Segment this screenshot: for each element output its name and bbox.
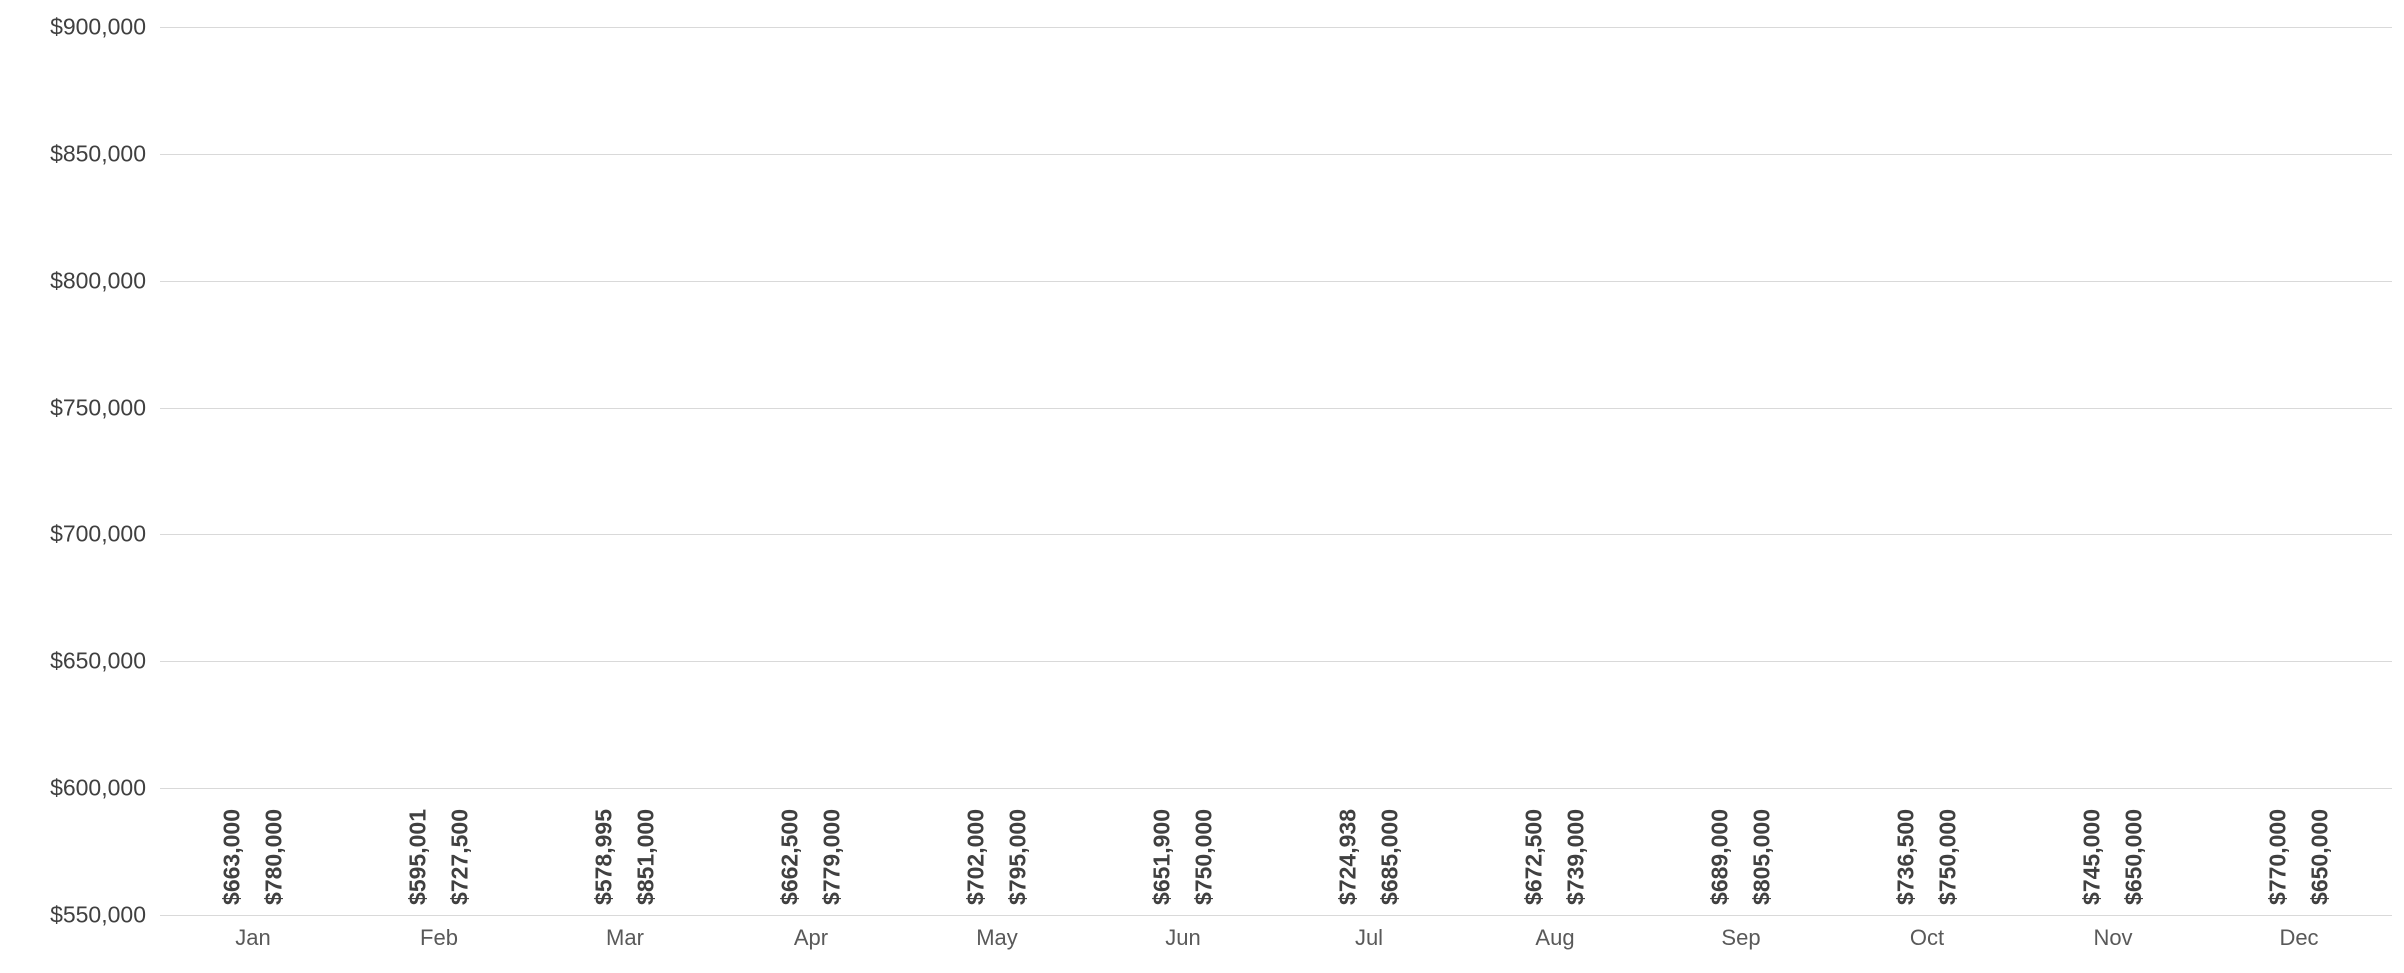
bar-value-label: $739,000 <box>1562 809 1589 905</box>
x-tick-label: May <box>976 925 1018 950</box>
gridline <box>160 407 2392 409</box>
y-axis: $900,000 $850,000 $800,000 $750,000 $700,000… <box>0 14 146 928</box>
bar-value-label: $685,000 <box>1376 809 1403 905</box>
y-tick-label: $550,000 <box>50 901 146 928</box>
bar-value-label: $650,000 <box>2306 809 2333 905</box>
x-tick-label: Apr <box>793 925 829 950</box>
gridline <box>160 280 2392 282</box>
x-tick-label: Jul <box>1354 925 1384 950</box>
y-tick-label: $750,000 <box>50 394 146 421</box>
x-tick-label: Aug <box>1535 925 1575 950</box>
bar-value-label: $779,000 <box>818 809 845 905</box>
x-tick-label: Oct <box>1909 925 1945 950</box>
x-tick-label: Dec <box>2279 925 2319 950</box>
bar-value-label: $578,995 <box>590 809 617 905</box>
x-tick-label: Mar <box>606 925 644 950</box>
plot-area: $663,000 $780,000 $595,001 $727,500 $578,995… <box>160 27 2392 916</box>
bar-value-label: $736,500 <box>1892 809 1919 905</box>
y-tick-label: $900,000 <box>50 13 146 40</box>
bar-value-label: $651,900 <box>1148 809 1175 905</box>
bar-value-label: $745,000 <box>2078 809 2105 905</box>
bar-value-label: $689,000 <box>1706 809 1733 905</box>
bar-value-label: $672,500 <box>1520 809 1547 905</box>
x-tick-label: Feb <box>420 925 458 950</box>
y-tick-label: $700,000 <box>50 520 146 547</box>
bar-value-label: $662,500 <box>776 809 803 905</box>
bar-value-label: $702,000 <box>962 809 989 905</box>
bar-value-label: $727,500 <box>446 809 473 905</box>
bar-value-label: $595,001 <box>404 809 431 905</box>
x-tick-label: Nov <box>2093 925 2133 950</box>
bar-value-label: $650,000 <box>2120 809 2147 905</box>
x-tick-label: Jan <box>235 925 271 950</box>
gridline <box>160 788 2392 790</box>
bar-value-label: $750,000 <box>1190 809 1217 905</box>
gridline <box>160 27 2392 28</box>
gridline <box>160 661 2392 663</box>
x-axis: Jan Feb Mar Apr May Jun Jul Aug Sep Oct Nov Dec <box>160 925 2392 961</box>
y-tick-label: $650,000 <box>50 647 146 674</box>
x-tick-label: Sep <box>1721 925 1761 950</box>
bar-value-label: $750,000 <box>1934 809 1961 905</box>
bar-value-label: $770,000 <box>2264 809 2291 905</box>
bar-value-label: $851,000 <box>632 809 659 905</box>
gridline <box>160 534 2392 536</box>
bar-value-label: $805,000 <box>1748 809 1775 905</box>
gridline <box>160 915 2392 916</box>
bar-value-label: $795,000 <box>1004 809 1031 905</box>
bar-value-label: $780,000 <box>260 809 287 905</box>
y-tick-label: $850,000 <box>50 140 146 167</box>
x-tick-label: Jun <box>1165 925 1201 950</box>
bar-value-label: $724,938 <box>1334 809 1361 905</box>
y-tick-label: $600,000 <box>50 774 146 801</box>
y-tick-label: $800,000 <box>50 267 146 294</box>
gridline <box>160 153 2392 155</box>
bar-value-label: $663,000 <box>218 809 245 905</box>
